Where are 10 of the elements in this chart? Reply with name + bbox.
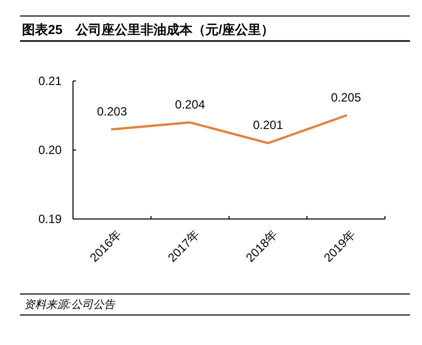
- text: 资料来源:公司公告: [24, 298, 116, 311]
- chart-title: 图表25 公司座公里非油成本（元/座公里）: [22, 22, 274, 37]
- data-label: 0.204: [174, 97, 206, 112]
- data-label: 0.201: [252, 118, 284, 132]
- line-series: [110, 114, 348, 144]
- y-tick-label: 0.21: [38, 74, 62, 88]
- data-label: 0.203: [96, 104, 128, 118]
- y-tick-label: 0.20: [38, 143, 62, 157]
- data-label: 0.205: [330, 90, 362, 104]
- y-tick-label: 0.19: [38, 212, 62, 226]
